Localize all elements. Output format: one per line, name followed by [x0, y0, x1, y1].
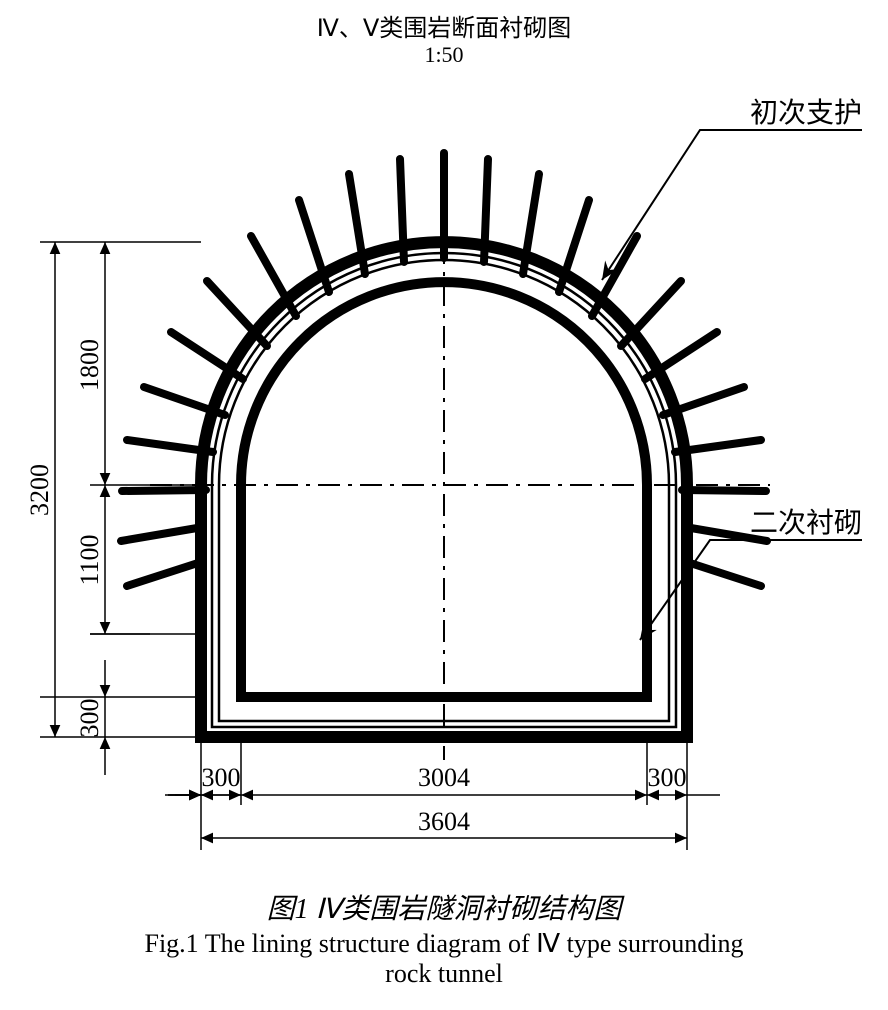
leader-primary: [602, 130, 862, 280]
caption-en-1: Fig.1 The lining structure diagram of Ⅳ …: [144, 929, 743, 958]
scale-label: 1:50: [424, 42, 463, 67]
dim-1100: 1100: [75, 534, 104, 585]
dim-h300-right: 300: [648, 763, 687, 792]
primary-support-inner: [212, 253, 676, 727]
dim-v300: 300: [75, 699, 104, 738]
leader-secondary: [640, 540, 862, 640]
dim-vertical-group: [40, 242, 201, 775]
tunnel-section: [121, 153, 770, 760]
label-secondary-lining: 二次衬砌: [750, 507, 862, 539]
label-primary-support: 初次支护: [750, 97, 862, 129]
tunnel-diagram: Ⅳ、Ⅴ类围岩断面衬砌图 1:50: [0, 0, 888, 1010]
dim-3200: 3200: [25, 464, 54, 516]
title-cn: Ⅳ、Ⅴ类围岩断面衬砌图: [317, 15, 572, 42]
dim-3604: 3604: [418, 807, 470, 836]
dim-3004: 3004: [418, 763, 470, 792]
dim-1800: 1800: [75, 339, 104, 391]
caption-en-2: rock tunnel: [385, 959, 503, 988]
dim-h300-left: 300: [202, 763, 241, 792]
caption-cn: 图1 Ⅳ类围岩隧洞衬砌结构图: [267, 894, 626, 925]
